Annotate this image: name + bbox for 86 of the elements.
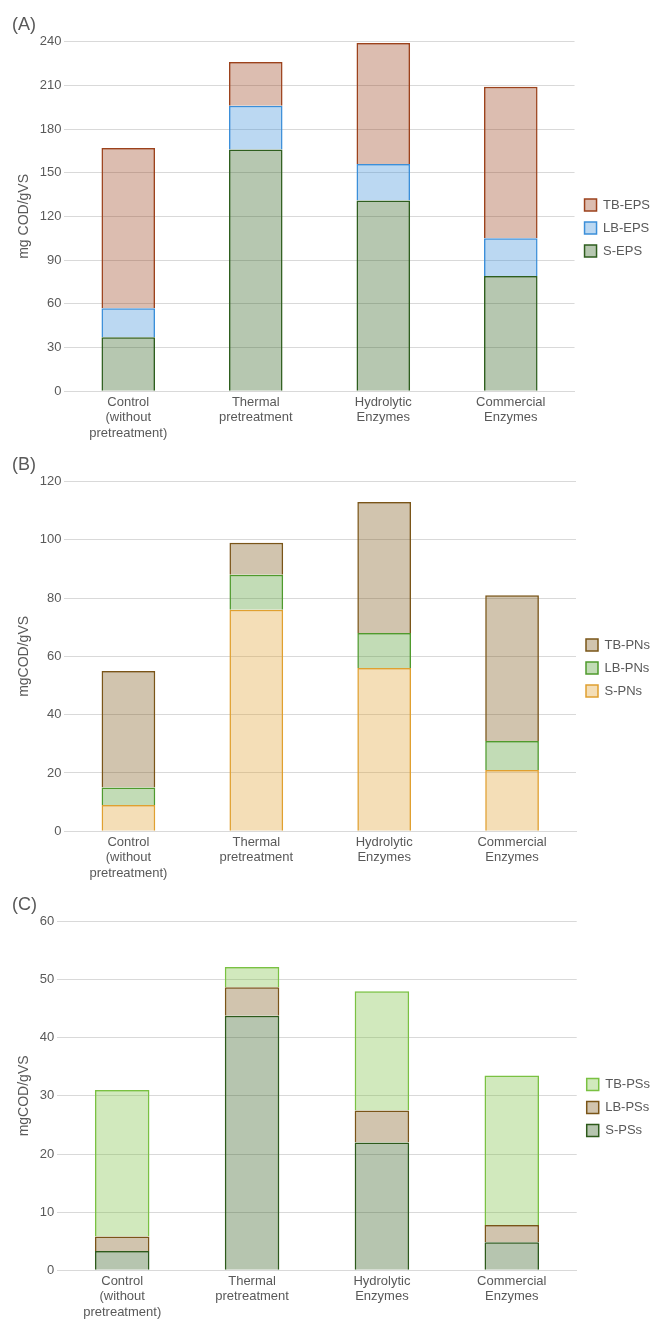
y-tick-label: 20 — [47, 764, 62, 780]
bar — [485, 740, 539, 771]
legend-label: S-PNs — [604, 682, 643, 698]
x-tick-label: Commercial Enzymes — [477, 833, 547, 865]
legend-label: TB-PNs — [604, 636, 651, 652]
y-tick-label: 120 — [39, 473, 62, 489]
y-axis-title: mgCOD/gVS — [15, 615, 32, 697]
y-tick-label: 30 — [47, 339, 62, 355]
legend-label: LB-PSs — [605, 1099, 650, 1115]
chart-title: (A) — [12, 13, 36, 34]
x-tick-label: Commercial Enzymes — [476, 393, 546, 425]
chart-title: (C) — [12, 893, 37, 914]
bar — [228, 149, 283, 391]
y-tick-label: 20 — [39, 1145, 55, 1161]
x-tick-label: Hydrolytic Enzymes — [355, 833, 414, 865]
bar — [101, 670, 156, 788]
x-tick-label: Commercial Enzymes — [477, 1272, 547, 1304]
bar — [94, 1090, 150, 1237]
chart-title: (B) — [12, 453, 36, 474]
bar — [356, 200, 411, 391]
bar — [101, 308, 156, 338]
y-tick-label: 80 — [47, 589, 62, 605]
bar — [484, 1075, 540, 1225]
bar — [101, 147, 156, 309]
x-tick-label: Hydrolytic Enzymes — [353, 1272, 411, 1304]
y-tick-label: 180 — [39, 120, 62, 136]
bar — [484, 1242, 540, 1270]
bar — [229, 574, 284, 610]
legend-label: S-EPS — [603, 242, 643, 258]
bar — [356, 163, 411, 201]
bar — [228, 105, 283, 150]
y-tick-label: 100 — [39, 531, 62, 547]
bar — [228, 61, 283, 106]
x-tick-label: Control (without pretreatment) — [89, 393, 168, 440]
y-tick-label: 60 — [47, 647, 62, 663]
y-tick-label: 150 — [39, 164, 62, 180]
x-tick-label: Hydrolytic Enzymes — [354, 393, 413, 425]
legend-label: TB-EPS — [603, 196, 651, 212]
y-tick-label: 90 — [47, 251, 62, 267]
bar — [485, 770, 539, 831]
y-axis-title: mg COD/gVS — [15, 173, 32, 259]
bar — [484, 276, 538, 391]
y-tick-label: 50 — [39, 971, 55, 987]
bar — [101, 787, 156, 805]
bar — [357, 633, 412, 669]
bar — [101, 337, 156, 391]
bar — [357, 501, 412, 634]
y-tick-label: 60 — [47, 295, 62, 311]
x-tick-label: Thermal pretreatment — [215, 1272, 290, 1304]
legend-label: LB-PNs — [604, 659, 650, 675]
y-tick-label: 40 — [39, 1029, 55, 1045]
bar — [229, 542, 284, 575]
y-tick-label: 210 — [39, 76, 62, 92]
bar — [224, 1015, 280, 1270]
bar — [94, 1236, 150, 1252]
x-tick-label: Control (without pretreatment) — [89, 833, 168, 880]
y-tick-label: 0 — [54, 822, 62, 838]
bar — [354, 991, 410, 1111]
y-tick-label: 240 — [39, 33, 62, 49]
y-tick-label: 10 — [39, 1203, 55, 1219]
x-tick-label: Thermal pretreatment — [218, 393, 293, 425]
y-tick-label: 40 — [47, 706, 62, 722]
y-tick-label: 0 — [47, 1261, 55, 1277]
y-tick-label: 30 — [39, 1087, 55, 1103]
bar — [356, 43, 411, 164]
bar — [484, 238, 538, 277]
bar — [485, 595, 539, 741]
bar — [484, 86, 538, 239]
legend-label: S-PSs — [605, 1122, 643, 1138]
legend-label: LB-EPS — [603, 219, 650, 235]
bar — [101, 804, 156, 831]
bar — [224, 966, 280, 988]
bar — [94, 1251, 150, 1270]
y-axis-title: mgCOD/gVS — [15, 1055, 32, 1137]
bar — [229, 609, 284, 831]
bar — [484, 1224, 540, 1243]
bar — [354, 1142, 410, 1270]
y-tick-label: 60 — [39, 913, 55, 929]
legend-label: TB-PSs — [605, 1076, 651, 1092]
y-tick-label: 120 — [39, 207, 62, 223]
bar — [354, 1110, 410, 1143]
y-tick-label: 0 — [54, 382, 62, 398]
x-tick-label: Thermal pretreatment — [219, 833, 294, 865]
bar — [357, 668, 412, 831]
x-tick-label: Control (without pretreatment) — [83, 1272, 162, 1319]
bar — [224, 987, 280, 1016]
